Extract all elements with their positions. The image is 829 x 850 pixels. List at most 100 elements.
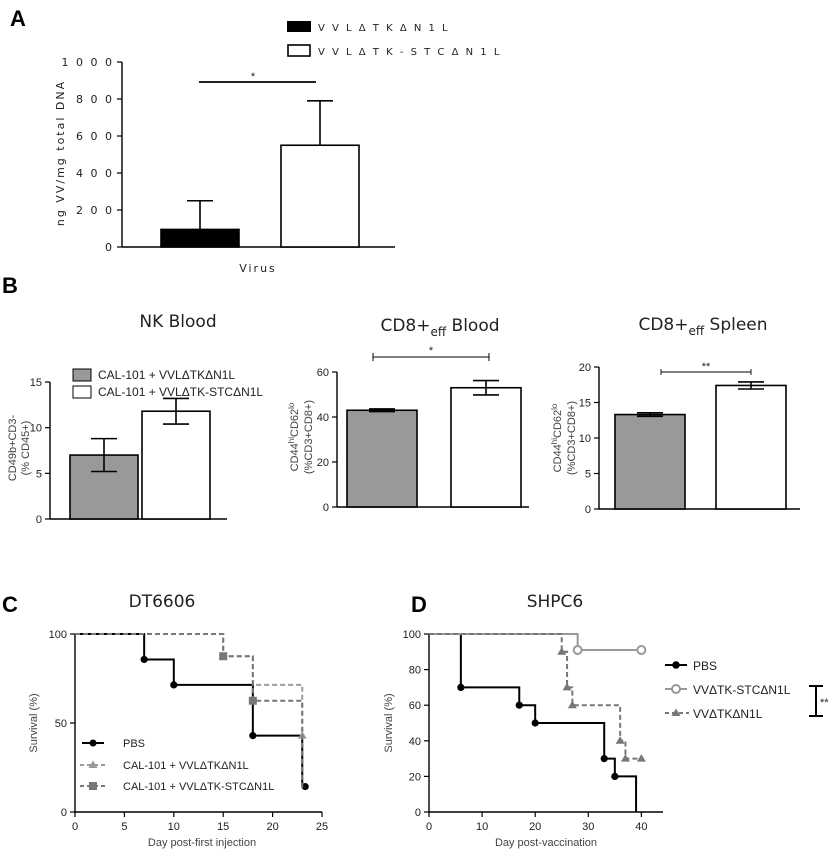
b2-title: CD8+eff Blood: [380, 316, 499, 339]
d-legend-open-circle-marker: [671, 684, 681, 694]
d-y-label: Survival (%): [383, 693, 395, 752]
c-legend-circle-marker: [89, 739, 97, 747]
d-series-1-point-1: [457, 683, 465, 692]
d-x-label: Day post-vaccination: [495, 837, 597, 849]
panel-c: C DT6606 0 50 100 0 5 10 15 20 25 Day post-firs…: [2, 592, 328, 849]
x-tick-label: 25: [316, 821, 328, 833]
d-legend-label-3: VVΔTKΔN1L: [693, 707, 763, 721]
c-series-1-point-1: [140, 655, 148, 664]
b2-bars: [346, 379, 522, 508]
c-legend-label-1: PBS: [123, 738, 145, 750]
panel-b2: CD8+eff Blood 0 20 40 60 * CD44hiCD62lo (%C…: [287, 316, 529, 514]
y-tick-label: 10: [579, 433, 591, 445]
d-significance-label: **: [820, 697, 829, 709]
b3-significance-label: **: [702, 361, 711, 373]
a-bar-1: [160, 228, 240, 248]
c-legend-item-tkn1l: CAL-101 + VVLΔTKΔN1L: [80, 760, 249, 772]
d-series-3-point-5: [620, 754, 630, 762]
a-bars: [160, 100, 360, 248]
a-legend-swatch-1: [287, 21, 311, 32]
c-series-3-point-1: [219, 652, 228, 661]
b2-y-label-line1: CD44hiCD62lo: [287, 402, 301, 471]
b1-legend-label-2: CAL-101 + VVLΔTK-STCΔN1L: [98, 385, 263, 399]
x-tick-label: 10: [476, 821, 488, 833]
d-series-1-point-5: [611, 772, 619, 781]
c-x-label: Day post-first injection: [148, 837, 256, 849]
a-y-label: ng VV/mg total DNA: [54, 80, 67, 226]
b3-y-label-line2: (%CD3+CD8+): [566, 401, 578, 475]
b1-y-label-line1: CD49b+CD3-: [7, 415, 19, 482]
d-y-ticks: 0 20 40 60 80 100: [403, 629, 429, 819]
x-tick-label: 5: [121, 821, 127, 833]
c-legend-item-pbs: PBS: [82, 738, 145, 750]
d-series-1-point-3: [531, 719, 539, 727]
panel-letter-b: B: [2, 273, 18, 298]
a-x-label: Virus: [239, 262, 277, 275]
d-legend-circle-marker: [672, 661, 680, 669]
d-legend-item-tkn1l: VVΔTKΔN1L: [665, 707, 763, 721]
x-tick-label: 20: [529, 821, 541, 833]
d-legend-label-2: VVΔTK-STCΔN1L: [693, 683, 791, 697]
d-series-3-point-2: [562, 682, 572, 691]
b3-bar-1: [614, 413, 686, 510]
c-series-1-point-4: [301, 782, 309, 791]
y-tick-label: 0: [105, 241, 114, 254]
panel-a: A 0 2 0 0 4 0 0 6 0 0 8 0 0 1 0 0 0 * Virus n…: [10, 6, 501, 275]
c-series-3-point-2: [248, 696, 257, 705]
d-series-3-point-3: [567, 700, 577, 709]
b3-title: CD8+eff Spleen: [638, 315, 767, 338]
d-legend-item-pbs: PBS: [665, 659, 717, 673]
d-series-3-point-4: [615, 736, 625, 744]
b2-y-ticks: 0 20 40 60: [317, 367, 337, 514]
b3-significance-bracket: [660, 369, 752, 375]
c-series-1-point-3: [249, 732, 257, 740]
d-title: SHPC6: [527, 592, 584, 612]
y-tick-label: 5: [585, 469, 591, 481]
x-tick-label: 10: [168, 821, 180, 833]
y-tick-label: 0: [415, 807, 421, 819]
y-tick-label: 0: [585, 504, 591, 516]
y-tick-label: 20: [317, 457, 329, 469]
y-tick-label: 2 0 0: [76, 204, 114, 217]
b2-significance-bracket: [372, 353, 490, 361]
c-legend-label-2: CAL-101 + VVLΔTKΔN1L: [123, 760, 249, 772]
d-series-2-point-1: [572, 645, 583, 656]
y-tick-label: 15: [30, 377, 42, 389]
b1-title: NK Blood: [139, 312, 216, 332]
d-significance-bracket: [809, 685, 823, 717]
a-legend-label-2: V V L Δ T K - S T C Δ N 1 L: [318, 47, 501, 58]
y-tick-label: 20: [409, 771, 421, 783]
d-legend: PBS VVΔTK-STCΔN1L VVΔTKΔN1L **: [665, 659, 829, 721]
a-y-ticks: 0 2 0 0 4 0 0 6 0 0 8 0 0 1 0 0 0: [62, 56, 122, 254]
c-legend-label-3: CAL-101 + VVLΔTK-STCΔN1L: [123, 781, 274, 793]
d-legend-triangle-marker: [671, 708, 681, 716]
c-series-line-3: [75, 633, 304, 790]
y-tick-label: 0: [61, 807, 67, 819]
c-y-label: Survival (%): [28, 693, 40, 752]
y-tick-label: 20: [579, 362, 591, 374]
panel-letter-a: A: [10, 6, 26, 31]
y-tick-label: 8 0 0: [76, 93, 114, 106]
c-series-1-point-2: [170, 681, 178, 689]
y-tick-label: 15: [579, 398, 591, 410]
b1-legend-label-1: CAL-101 + VVLΔTKΔN1L: [98, 368, 235, 382]
b1-legend: CAL-101 + VVLΔTKΔN1L CAL-101 + VVLΔTK-ST…: [72, 368, 263, 399]
c-x-ticks: 0 5 10 15 20 25: [72, 812, 328, 833]
d-x-ticks: 0 10 20 30 40: [426, 812, 648, 833]
y-tick-label: 1 0 0 0: [62, 56, 114, 69]
c-legend-triangle-marker: [88, 760, 98, 768]
b1-legend-swatch-2: [72, 385, 92, 399]
d-legend-label-1: PBS: [693, 659, 717, 673]
b2-bar-2: [450, 386, 522, 508]
panel-letter-d: D: [411, 592, 427, 617]
y-tick-label: 60: [409, 700, 421, 712]
c-y-ticks: 0 50 100: [49, 629, 75, 819]
b1-legend-swatch-1: [72, 368, 92, 382]
b1-bar-2: [141, 410, 211, 520]
c-legend-item-stcn1l: CAL-101 + VVLΔTK-STCΔN1L: [80, 781, 274, 793]
d-series-3-point-1: [557, 647, 567, 655]
y-tick-label: 0: [36, 514, 42, 526]
x-tick-label: 0: [426, 821, 432, 833]
y-tick-label: 100: [403, 629, 421, 641]
